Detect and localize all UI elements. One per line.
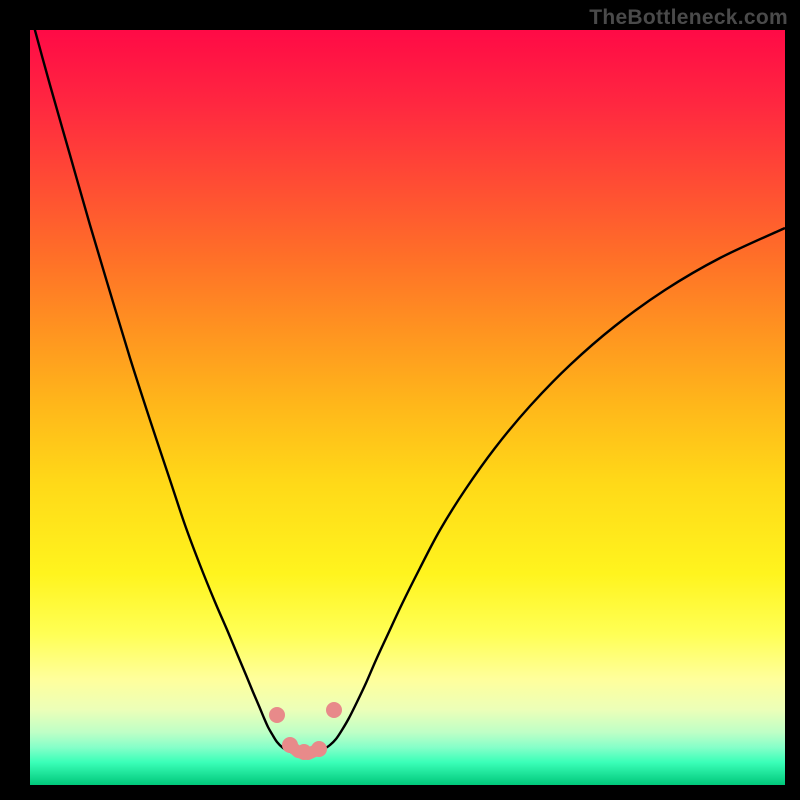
marker-dot: [311, 741, 327, 757]
watermark-text: TheBottleneck.com: [589, 6, 788, 30]
plot-svg: [0, 0, 800, 800]
marker-dot: [326, 702, 342, 718]
marker-dot: [296, 744, 312, 760]
chart-container: TheBottleneck.com: [0, 0, 800, 800]
marker-dot: [282, 737, 298, 753]
marker-dot: [269, 707, 285, 723]
plot-background: [30, 30, 785, 785]
